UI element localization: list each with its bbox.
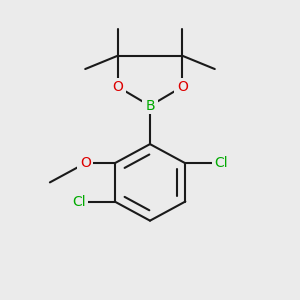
Bar (142, 98, 158, 114)
Bar (77, 155, 94, 172)
Bar (110, 78, 126, 95)
Text: O: O (177, 80, 188, 94)
Text: B: B (145, 99, 155, 113)
Bar (174, 78, 190, 95)
Bar (212, 155, 229, 172)
Text: O: O (80, 156, 91, 170)
Text: Cl: Cl (214, 156, 227, 170)
Bar (71, 193, 88, 210)
Text: O: O (112, 80, 123, 94)
Text: Cl: Cl (73, 194, 86, 208)
